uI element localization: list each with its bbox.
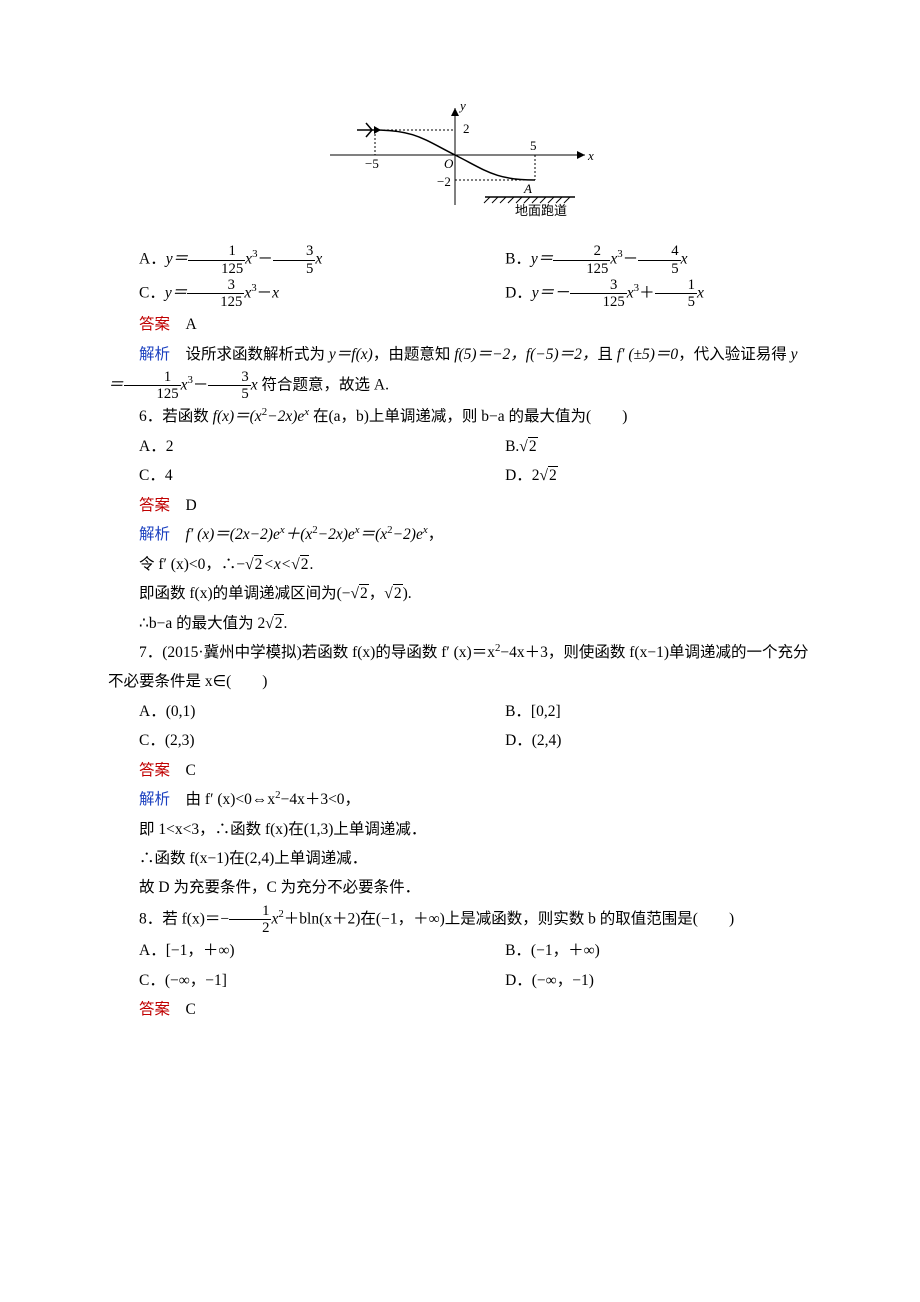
x-axis-label: x <box>587 148 594 163</box>
q7-option-d: D．(2,4) <box>474 726 812 755</box>
point-a-label: A <box>523 181 532 196</box>
q8-option-a: A．[−1，＋∞) <box>108 936 474 965</box>
q5-answer: 答案 A <box>108 310 812 339</box>
answer-label: 答案 <box>139 316 170 333</box>
q6-option-d: D．22 <box>474 461 812 490</box>
tick-pos-y: 2 <box>463 121 470 136</box>
q6-options-row2: C．4 D．22 <box>108 461 812 490</box>
landing-curve-graph: y x O −5 2 5 −2 A <box>320 100 600 225</box>
origin-label: O <box>444 156 454 171</box>
q7-option-c: C．(2,3) <box>108 726 474 755</box>
q7-answer: 答案 C <box>108 756 812 785</box>
q6-stem: 6．若函数 f(x)＝(x2−2x)ex 在(a，b)上单调递减，则 b−a 的… <box>108 402 812 431</box>
option-label-b: B． <box>505 251 531 268</box>
q5-c-text: y＝ <box>165 284 187 301</box>
q6-exp1: 解析 f′ (x)＝(2x−2)ex＋(x2−2x)ex＝(x2−2)ex， <box>108 520 812 549</box>
q7-exp4: 故 D 为充要条件，C 为充分不必要条件． <box>108 873 812 902</box>
q6-option-a: A．2 <box>108 432 474 461</box>
q6-exp2: 令 f′ (x)<0，∴−2<x<2. <box>108 550 812 579</box>
answer-label: 答案 <box>139 762 170 779</box>
q5-d-text: y＝－ <box>532 284 570 301</box>
explain-label: 解析 <box>139 346 170 363</box>
q5-option-c: C．y＝3125x3－x <box>108 277 474 310</box>
y-axis-label: y <box>458 98 466 113</box>
option-label-c: C． <box>139 284 165 301</box>
q8-answer: 答案 C <box>108 995 812 1024</box>
option-label-a: A． <box>139 251 166 268</box>
graph-svg: y x O −5 2 5 −2 A <box>320 100 600 215</box>
q5-b-text: y＝ <box>531 251 553 268</box>
q5-options-row2: C．y＝3125x3－x D．y＝－3125x3＋15x <box>108 277 812 310</box>
q5-option-b: B．y＝2125x3－45x <box>474 243 812 276</box>
q8-options-row2: C．(−∞，−1] D．(−∞，−1) <box>108 966 812 995</box>
q8-option-c: C．(−∞，−1] <box>108 966 474 995</box>
q6-exp4: ∴b−a 的最大值为 22. <box>108 609 812 638</box>
explain-label: 解析 <box>139 791 170 808</box>
graph-container: y x O −5 2 5 −2 A <box>108 100 812 225</box>
tick-neg-x: −5 <box>365 156 379 171</box>
answer-label: 答案 <box>139 497 170 514</box>
q7-options-row1: A．(0,1) B．[0,2] <box>108 697 812 726</box>
q7-exp1: 解析 由 f′ (x)<0⇔x2−4x＋3<0， <box>108 785 812 814</box>
q5-option-d: D．y＝－3125x3＋15x <box>474 277 812 310</box>
runway-label: 地面跑道 <box>515 203 567 218</box>
q8-option-d: D．(−∞，−1) <box>474 966 812 995</box>
q6-exp3: 即函数 f(x)的单调递减区间为(−2，2). <box>108 579 812 608</box>
option-label-d: D． <box>505 284 532 301</box>
q6-options-row1: A．2 B.2 <box>108 432 812 461</box>
answer-label: 答案 <box>139 1001 170 1018</box>
q8-stem: 8．若 f(x)＝−12x2＋bln(x＋2)在(−1，＋∞)上是减函数，则实数… <box>108 903 812 936</box>
q7-option-b: B．[0,2] <box>474 697 812 726</box>
page-content: y x O −5 2 5 −2 A <box>0 0 920 1302</box>
q7-stem: 7．(2015·冀州中学模拟)若函数 f(x)的导函数 f′ (x)＝x2−4x… <box>108 638 812 697</box>
q8-answer-value: C <box>186 1001 196 1018</box>
q5-a-text: y＝ <box>166 251 188 268</box>
q7-options-row2: C．(2,3) D．(2,4) <box>108 726 812 755</box>
tick-pos-x: 5 <box>530 138 537 153</box>
q5-answer-value: A <box>186 316 197 333</box>
q7-exp2: 即 1<x<3，∴函数 f(x)在(1,3)上单调递减． <box>108 815 812 844</box>
q5-options-row1: A．y＝1125x3－35x B．y＝2125x3－45x <box>108 243 812 276</box>
q6-answer: 答案 D <box>108 491 812 520</box>
explain-label: 解析 <box>139 526 170 543</box>
q6-answer-value: D <box>186 497 197 514</box>
tick-neg-y: −2 <box>437 174 451 189</box>
q7-option-a: A．(0,1) <box>108 697 474 726</box>
q5-explain: 解析 设所求函数解析式为 y＝f(x)，由题意知 f(5)＝−2，f(−5)＝2… <box>108 340 812 403</box>
q5-option-a: A．y＝1125x3－35x <box>108 243 474 276</box>
q6-option-b: B.2 <box>474 432 812 461</box>
q8-option-b: B．(−1，＋∞) <box>474 936 812 965</box>
q6-option-c: C．4 <box>108 461 474 490</box>
q7-answer-value: C <box>186 762 196 779</box>
q8-options-row1: A．[−1，＋∞) B．(−1，＋∞) <box>108 936 812 965</box>
q7-exp3: ∴函数 f(x−1)在(2,4)上单调递减． <box>108 844 812 873</box>
